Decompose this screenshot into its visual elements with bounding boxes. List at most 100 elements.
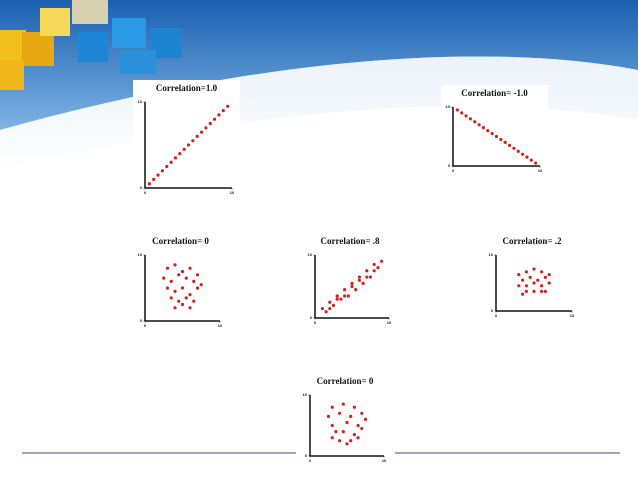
point: [516, 149, 520, 153]
point: [339, 297, 343, 301]
point: [524, 289, 529, 293]
chart-title: Correlation= .8: [321, 236, 380, 246]
point: [152, 177, 156, 181]
chart-panel: [133, 233, 228, 333]
point: [524, 284, 529, 288]
y-tick-label: 0: [310, 315, 313, 320]
point: [521, 278, 525, 282]
point: [464, 114, 468, 118]
y-tick-label: 10: [138, 99, 143, 104]
cubes: [0, 0, 182, 90]
point: [368, 275, 373, 279]
y-tick-label: 0: [140, 318, 143, 323]
point: [356, 423, 360, 428]
x-tick-label: 10: [387, 320, 392, 325]
chart-panel: [441, 85, 548, 178]
point: [547, 281, 551, 285]
point: [169, 279, 173, 283]
point: [372, 269, 376, 273]
point: [540, 270, 544, 274]
point: [217, 113, 221, 117]
chart-title: Correlation= 0: [317, 376, 374, 386]
point: [521, 292, 525, 296]
point: [357, 278, 361, 282]
point: [221, 109, 225, 113]
point: [534, 161, 538, 165]
point: [486, 129, 490, 133]
x-tick-label: 0: [452, 168, 455, 173]
chart: Correlation= 0 0 10 0 10: [133, 233, 228, 333]
point: [226, 104, 230, 108]
point: [532, 289, 536, 293]
chart: Correlation=1.0 0 10 0 10: [133, 80, 240, 200]
point: [180, 269, 185, 274]
point: [352, 405, 356, 409]
chart-panel: [133, 80, 240, 200]
point: [354, 288, 358, 292]
y-tick-label: 10: [308, 252, 313, 257]
point: [343, 294, 347, 298]
x-tick-label: 0: [314, 320, 317, 325]
point: [334, 430, 338, 434]
x-tick-label: 10: [570, 313, 575, 318]
point: [349, 414, 353, 418]
point: [328, 306, 332, 311]
chart-title: Correlation= 0: [152, 236, 209, 246]
point: [528, 275, 532, 279]
point: [341, 430, 345, 434]
point: [363, 417, 368, 421]
point: [192, 279, 196, 283]
y-tick-label: 0: [305, 453, 308, 458]
chart-panel: [303, 233, 397, 330]
point: [499, 137, 503, 142]
chart: Correlation= .2 0 10 0 10: [484, 233, 580, 323]
point: [507, 143, 512, 147]
point: [543, 289, 548, 293]
point: [517, 284, 521, 288]
point: [188, 266, 192, 270]
point: [330, 405, 334, 409]
point: [178, 152, 182, 156]
point: [525, 155, 529, 159]
x-tick-label: 10: [538, 168, 543, 173]
point: [468, 117, 472, 121]
point: [361, 281, 365, 285]
chart-title: Correlation=1.0: [156, 83, 218, 93]
point: [341, 402, 345, 406]
chart: Correlation= .8 0 10 0 10: [303, 233, 397, 330]
point: [350, 284, 354, 289]
point: [536, 278, 540, 282]
point: [529, 158, 533, 162]
point: [352, 433, 356, 437]
x-tick-label: 10: [230, 190, 235, 195]
point: [180, 286, 185, 290]
point: [165, 164, 169, 169]
point: [335, 297, 339, 301]
point: [213, 117, 217, 121]
x-tick-label: 0: [495, 313, 498, 318]
point: [199, 130, 204, 134]
point: [165, 286, 170, 290]
point: [186, 143, 191, 147]
point: [330, 423, 334, 428]
point: [365, 275, 369, 279]
y-tick-label: 0: [448, 163, 451, 168]
point: [540, 289, 544, 293]
chart: Correlation= 0 0 10 0 10: [298, 373, 392, 468]
point: [324, 310, 328, 314]
x-tick-label: 0: [309, 458, 312, 463]
point: [169, 160, 173, 164]
x-tick-label: 0: [144, 323, 147, 328]
point: [173, 289, 177, 293]
point: [360, 426, 364, 431]
point: [195, 273, 200, 277]
point: [160, 169, 164, 173]
point: [543, 275, 548, 279]
point: [345, 420, 349, 425]
chart-panel: [484, 233, 580, 323]
point: [365, 269, 369, 273]
header-fade: [0, 56, 638, 170]
point: [372, 262, 376, 267]
point: [180, 302, 185, 307]
